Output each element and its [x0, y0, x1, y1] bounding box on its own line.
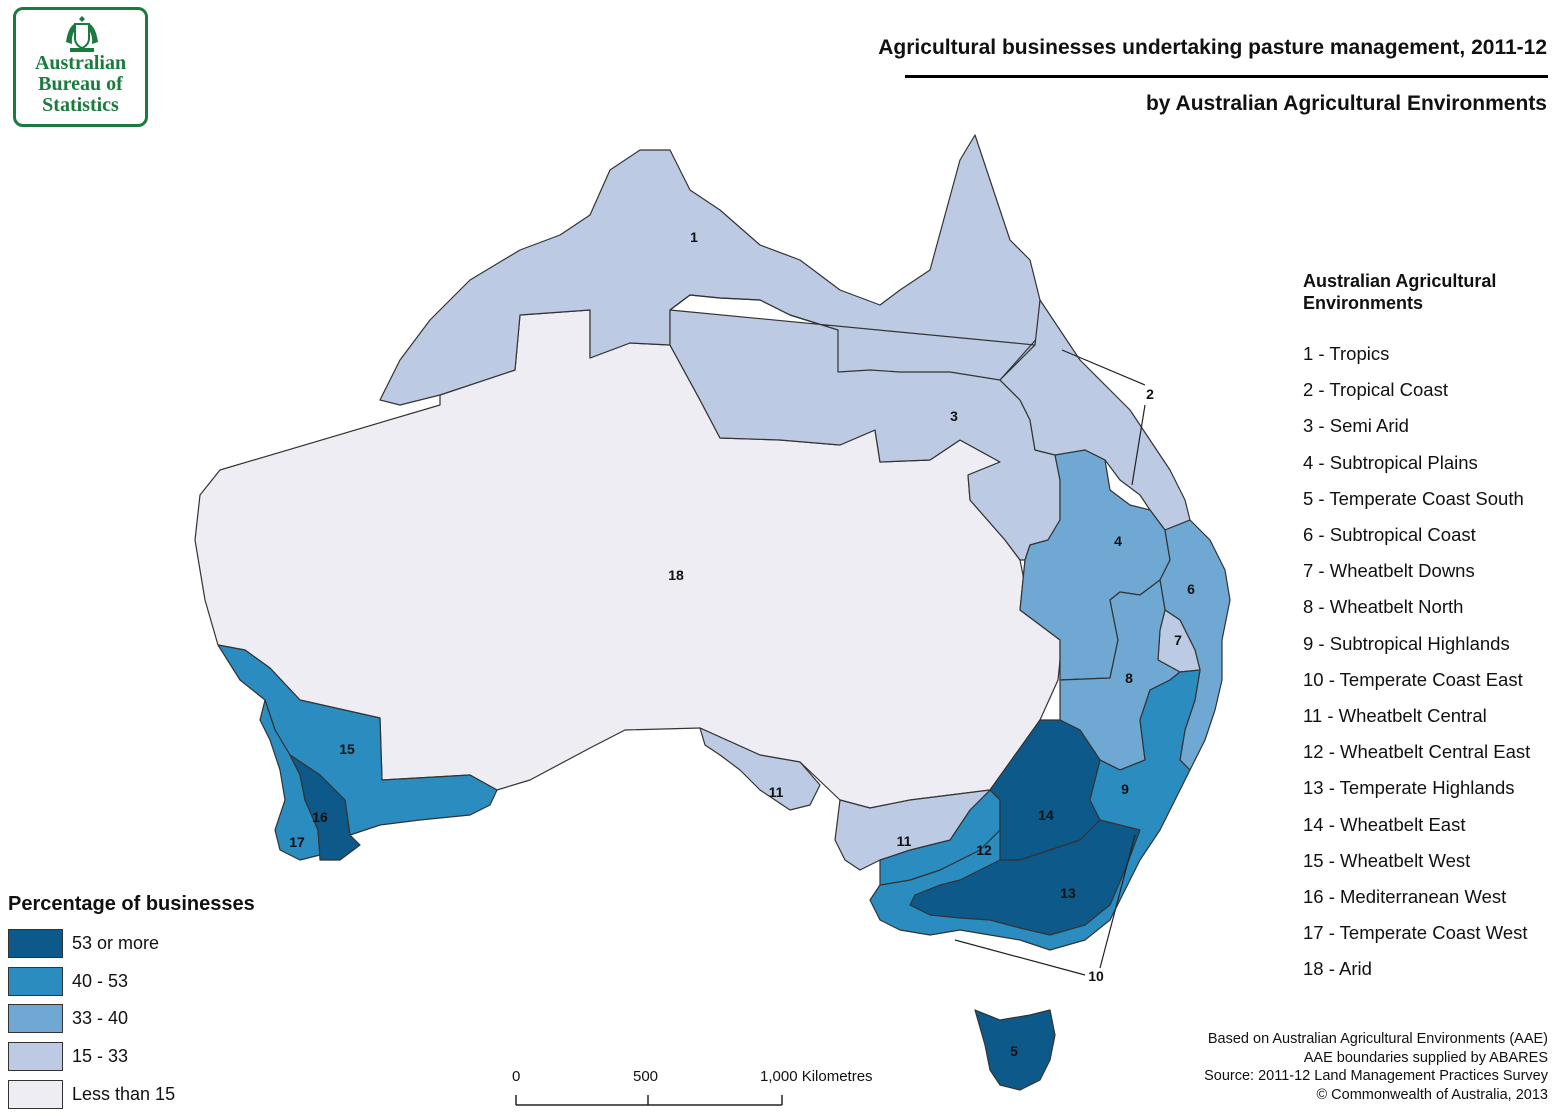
region-label-12: 12 — [976, 842, 992, 858]
aae-item: 8 - Wheatbelt North — [1303, 596, 1464, 618]
coat-of-arms-icon — [66, 16, 98, 52]
aae-item: 15 - Wheatbelt West — [1303, 849, 1471, 871]
aae-item: 16 - Mediterranean West — [1303, 886, 1507, 908]
region-label-5: 5 — [1010, 1043, 1018, 1059]
scale-label-1000: 1,000 Kilometres — [760, 1068, 873, 1085]
region-label-16: 16 — [312, 809, 328, 825]
region-label-8: 8 — [1125, 670, 1133, 686]
aae-item: 9 - Subtropical Highlands — [1303, 632, 1510, 654]
region-label-9: 9 — [1121, 781, 1129, 797]
map-title: Agricultural businesses undertaking past… — [878, 36, 1547, 59]
region-label-6: 6 — [1187, 581, 1195, 597]
region-label-1: 1 — [690, 229, 698, 245]
region-label-18: 18 — [668, 567, 684, 583]
aae-item: 5 - Temperate Coast South — [1303, 487, 1524, 509]
aae-legend-list: 1 - Tropics 2 - Tropical Coast 3 - Semi … — [1303, 336, 1558, 988]
logo-line-1: Australian — [34, 52, 127, 74]
aae-legend-title: Australian Agricultural Environments — [1303, 271, 1497, 313]
aae-item: 11 - Wheatbelt Central — [1303, 705, 1487, 727]
legend-class-row: 40 - 53 — [8, 963, 255, 1001]
aae-item: 12 - Wheatbelt Central East — [1303, 741, 1531, 763]
legend-swatch — [8, 929, 63, 959]
legend-class-row: 53 or more — [8, 925, 255, 963]
region-label-7: 7 — [1174, 632, 1182, 648]
source-line: Source: 2011-12 Land Management Practice… — [1204, 1068, 1548, 1084]
region-label-4: 4 — [1114, 533, 1122, 549]
legend-class-row: 33 - 40 — [8, 1000, 255, 1038]
aae-item: 10 - Temperate Coast East — [1303, 668, 1523, 690]
region-label-10: 10 — [1088, 968, 1104, 984]
source-line: © Commonwealth of Australia, 2013 — [1316, 1086, 1548, 1103]
legend-swatch — [8, 1004, 63, 1034]
source-note: Based on Australian Agricultural Environ… — [1204, 1030, 1548, 1104]
region-13 — [909, 819, 1141, 936]
percentage-legend: Percentage of businesses 53 or more 40 -… — [8, 893, 255, 1113]
source-line: Based on Australian Agricultural Environ… — [1207, 1031, 1548, 1047]
scale-label-0: 0 — [512, 1068, 521, 1085]
aae-item: 13 - Temperate Highlands — [1303, 777, 1515, 799]
legend-class-label: 15 - 33 — [72, 1046, 129, 1067]
legend-class-label: Less than 15 — [72, 1083, 176, 1104]
region-label-3: 3 — [950, 408, 958, 424]
region-label-11b: 11 — [896, 833, 912, 849]
aae-item: 18 - Arid — [1303, 958, 1372, 980]
title-divider — [905, 75, 1548, 78]
legend-class-label: 53 or more — [72, 933, 160, 954]
region-label-2: 2 — [1146, 386, 1154, 402]
aae-item: 3 - Semi Arid — [1303, 415, 1409, 437]
region-label-14: 14 — [1038, 807, 1054, 823]
scale-label-500: 500 — [633, 1068, 659, 1085]
region-label-15: 15 — [339, 741, 355, 757]
logo-line-2: Bureau of — [38, 73, 123, 95]
region-label-13: 13 — [1060, 885, 1076, 901]
aae-item: 2 - Tropical Coast — [1303, 379, 1448, 401]
scale-bar-lines — [515, 1095, 783, 1106]
percentage-legend-title: Percentage of businesses — [8, 893, 255, 915]
region-2 — [999, 299, 1191, 531]
legend-class-label: 40 - 53 — [72, 970, 129, 991]
aae-item: 7 - Wheatbelt Downs — [1303, 560, 1475, 582]
aae-item: 1 - Tropics — [1303, 343, 1390, 364]
scale-bar: 0 500 1,000 Kilometres — [508, 1068, 873, 1113]
leader-lines — [954, 349, 1146, 976]
legend-swatch — [8, 1042, 63, 1072]
aae-item: 14 - Wheatbelt East — [1303, 813, 1466, 835]
aae-legend: Australian Agricultural Environments 1 -… — [1303, 270, 1558, 988]
aae-item: 4 - Subtropical Plains — [1303, 451, 1478, 473]
region-11a — [699, 727, 821, 811]
legend-class-row: 15 - 33 — [8, 1038, 255, 1076]
aae-item: 6 - Subtropical Coast — [1303, 524, 1476, 546]
region-label-17: 17 — [289, 834, 305, 850]
logo-line-3: Statistics — [42, 94, 119, 116]
legend-swatch — [8, 1079, 63, 1109]
aae-item: 17 - Temperate Coast West — [1303, 922, 1528, 944]
region-label-11a: 11 — [768, 784, 784, 800]
region-5 — [974, 1009, 1056, 1091]
legend-swatch — [8, 966, 63, 996]
region-16 — [289, 754, 361, 861]
abs-logo: Australian Bureau of Statistics — [13, 7, 148, 127]
legend-class-row: Less than 15 — [8, 1075, 255, 1113]
map-subtitle: by Australian Agricultural Environments — [1145, 92, 1547, 115]
region-11b — [834, 789, 991, 871]
source-line: AAE boundaries supplied by ABARES — [1303, 1049, 1548, 1066]
legend-class-label: 33 - 40 — [72, 1008, 129, 1029]
